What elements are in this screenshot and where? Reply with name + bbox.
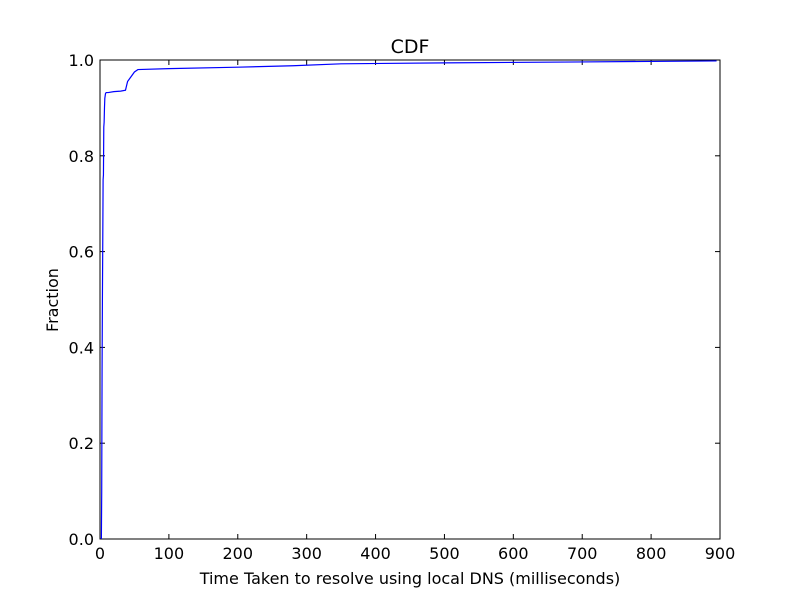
chart-title: CDF	[391, 36, 430, 58]
x-tick-label: 800	[636, 544, 667, 563]
axes-frame	[99, 59, 721, 540]
y-tick-label: 0.6	[69, 243, 94, 262]
x-tick-label: 100	[154, 544, 185, 563]
x-tick-label: 900	[705, 544, 736, 563]
plot-area	[99, 59, 721, 540]
x-tick-label: 500	[429, 544, 460, 563]
x-tick-label: 600	[498, 544, 529, 563]
y-tick-label: 0.0	[69, 530, 94, 549]
axis-ticks: 0 100 200 300 400 500 600 700 800 900 0.0 0.2 0.4 0.6…	[69, 51, 736, 563]
x-axis-label: Time Taken to resolve using local DNS (m…	[199, 569, 621, 588]
y-tick-label: 0.2	[69, 434, 94, 453]
x-tick-label: 300	[291, 544, 322, 563]
x-tick-label: 400	[360, 544, 391, 563]
y-axis-label: Fraction	[43, 268, 62, 332]
x-tick-label: 700	[567, 544, 598, 563]
y-tick-label: 1.0	[69, 51, 94, 70]
y-tick-label: 0.8	[69, 147, 94, 166]
cdf-series-line	[100, 60, 717, 540]
x-tick-label: 200	[223, 544, 254, 563]
y-tick-label: 0.4	[69, 338, 94, 357]
x-tick-label: 0	[95, 544, 105, 563]
series-layer	[100, 60, 717, 540]
